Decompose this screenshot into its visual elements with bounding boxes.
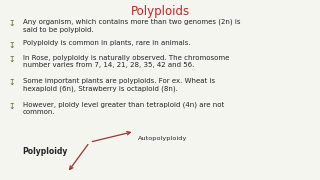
Text: ↧: ↧	[8, 40, 14, 50]
Text: Polyploids: Polyploids	[131, 4, 189, 17]
Text: Polyploidy: Polyploidy	[22, 147, 68, 156]
Text: Some important plants are polyploids. For ex. Wheat is
hexaploid (6n), Strawberr: Some important plants are polyploids. Fo…	[23, 78, 215, 92]
Text: ↧: ↧	[8, 78, 14, 87]
Text: Polyploidy is common in plants, rare in animals.: Polyploidy is common in plants, rare in …	[23, 40, 191, 46]
Text: Autopolyploidy: Autopolyploidy	[138, 136, 187, 141]
Text: However, ploidy level greater than tetraploid (4n) are not
common.: However, ploidy level greater than tetra…	[23, 102, 224, 115]
Text: In Rose, polyploidy is naturally observed. The chromosome
number varies from 7, : In Rose, polyploidy is naturally observe…	[23, 55, 229, 68]
Text: ↧: ↧	[8, 55, 14, 64]
Text: Any organism, which contains more than two genomes (2n) is
said to be polyploid.: Any organism, which contains more than t…	[23, 19, 241, 33]
Text: ↧: ↧	[8, 102, 14, 111]
Text: ↧: ↧	[8, 19, 14, 28]
